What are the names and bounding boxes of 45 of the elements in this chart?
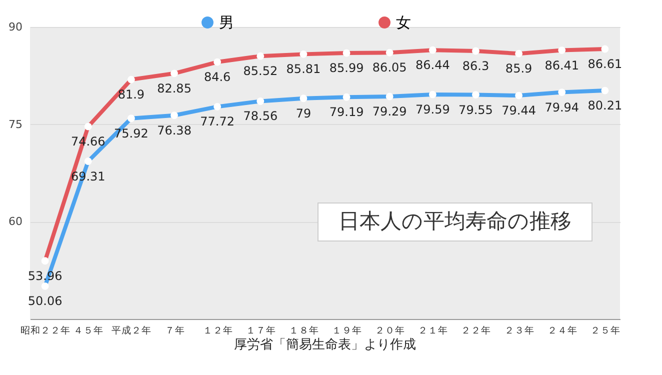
x-tick-label: ２５年 xyxy=(590,324,620,336)
data-label: 82.85 xyxy=(157,81,192,96)
x-tick-label: ４５年 xyxy=(74,324,104,336)
x-tick-label: １８年 xyxy=(288,324,319,336)
data-label: 80.21 xyxy=(588,98,622,113)
x-tick-label: ２３年 xyxy=(504,324,534,336)
x-tick-label: 平成２年 xyxy=(112,324,152,336)
data-label: 79.44 xyxy=(502,104,536,118)
data-label: 86.41 xyxy=(544,58,580,72)
x-tick-label: ２４年 xyxy=(547,324,578,336)
data-label: 79.55 xyxy=(458,102,493,117)
x-tick-label: １９年 xyxy=(332,324,362,336)
data-label: 76.38 xyxy=(157,123,192,138)
x-tick-label: 昭和２２年 xyxy=(20,324,71,336)
data-label: 85.52 xyxy=(243,64,278,78)
data-label: 77.72 xyxy=(200,114,235,129)
data-label: 78.56 xyxy=(243,109,278,124)
data-label: 85.99 xyxy=(329,61,364,76)
x-tick-label: ２０年 xyxy=(375,324,406,336)
data-label: 79 xyxy=(296,106,312,120)
x-tick-label: ２１年 xyxy=(418,324,448,336)
data-label: 79.94 xyxy=(544,100,580,114)
data-label: 81.9 xyxy=(118,88,145,102)
data-label: 79.19 xyxy=(329,105,364,120)
y-tick-label: 60 xyxy=(8,215,22,228)
x-tick-label: １２年 xyxy=(202,324,233,336)
y-tick-label: 75 xyxy=(8,118,22,131)
data-label: 85.9 xyxy=(505,62,532,76)
data-label: 86.3 xyxy=(462,59,490,74)
text: 日本人の平均寿命の推移 xyxy=(338,209,572,233)
data-label: 79.59 xyxy=(415,102,450,117)
data-label: 86.61 xyxy=(588,56,622,71)
data-label: 86.44 xyxy=(415,58,450,72)
legend-label: 女 xyxy=(396,14,411,32)
text: 厚労省「簡易生命表」より作成 xyxy=(234,338,416,352)
data-label: 79.29 xyxy=(372,104,407,118)
x-tick-label: １７年 xyxy=(246,324,276,336)
legend-label: 男 xyxy=(219,14,234,32)
data-label: 84.6 xyxy=(204,70,231,84)
data-label: 85.81 xyxy=(286,62,321,76)
data-label: 86.05 xyxy=(372,60,407,75)
x-tick-label: ２２年 xyxy=(461,324,492,336)
y-tick-label: 90 xyxy=(8,20,22,34)
data-label: 50.06 xyxy=(28,294,62,308)
x-tick-label: ７年 xyxy=(164,324,185,336)
